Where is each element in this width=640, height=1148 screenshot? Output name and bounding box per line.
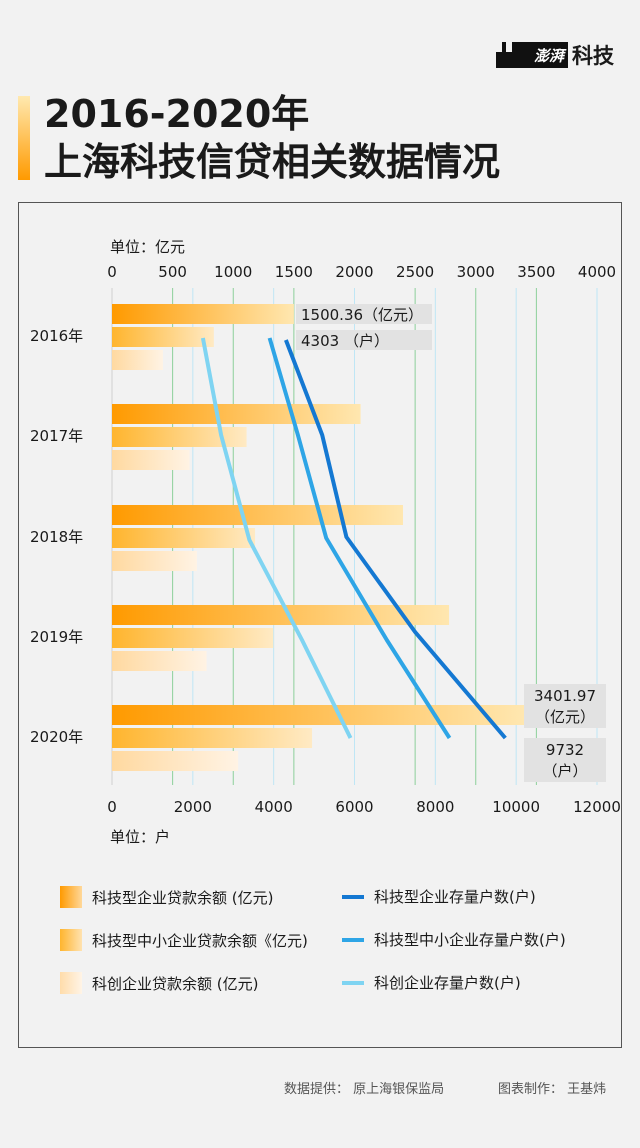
category-label: 2020年: [30, 728, 83, 746]
legend-label-bar2: 科技型中小企业贷款余额《亿元): [92, 931, 308, 950]
bottom-axis-tick-label: 8000: [416, 798, 454, 816]
chart-panel: [18, 202, 622, 1048]
bottom-axis-tick-label: 6000: [335, 798, 373, 816]
annotation-last-count: 9732: [546, 741, 584, 759]
line-series-3: [200, 337, 353, 739]
legend-item-line3: 科创企业存量户数(户): [342, 972, 521, 993]
top-axis-tick-label: 2500: [396, 263, 434, 281]
bar-2-2020年: [112, 728, 313, 748]
bar-3-2017年: [112, 450, 190, 470]
top-axis-tick-label: 2000: [335, 263, 373, 281]
bar-1-2016年: [112, 304, 294, 324]
annotation-box-last-count: [524, 738, 606, 782]
legend-label-line1: 科技型企业存量户数(户): [374, 888, 536, 906]
legend: 科技型企业贷款余额 (亿元) 科技型中小企业贷款余额《亿元) 科创企业贷款余额 …: [60, 876, 620, 1006]
annotation-box-first-value: [296, 304, 432, 324]
category-label: 2017年: [30, 427, 83, 445]
bottom-axis-tick-label: 2000: [174, 798, 212, 816]
bar-3-2018年: [112, 551, 197, 571]
title-line-2: 上海科技信贷相关数据情况: [44, 140, 501, 184]
brand-logo-text: 澎湃: [533, 46, 564, 65]
brand-logo: 澎湃 科技: [496, 40, 614, 70]
bar-3-2016年: [112, 350, 163, 370]
category-label: 2018年: [30, 528, 83, 546]
title-accent-bar: [18, 96, 30, 180]
brand-sub-text: 科技: [572, 44, 614, 68]
bottom-axis-tick-label: 12000: [573, 798, 621, 816]
top-axis-tick-label: 3000: [457, 263, 495, 281]
bar-2-2017年: [112, 427, 247, 447]
legend-swatch-line3: [342, 980, 364, 985]
page-title: 2016-2020年 上海科技信贷相关数据情况: [44, 90, 500, 186]
line-series-2: [267, 337, 452, 740]
bar-3-2019年: [112, 651, 207, 671]
top-axis-tick-label: 1000: [214, 263, 252, 281]
footer-author: 图表制作： 王基炜: [498, 1082, 607, 1097]
footer-source: 数据提供： 原上海银保监局: [284, 1082, 445, 1097]
bar-2-2016年: [112, 327, 214, 347]
legend-swatch-line2: [342, 937, 364, 942]
title-line-1: 2016-2020年: [44, 92, 310, 136]
line-series-1: [284, 339, 507, 740]
annotation-box-first-count: [296, 330, 432, 350]
legend-label-bar3: 科创企业贷款余额 (亿元): [92, 974, 259, 993]
legend-item-bar2: 科技型中小企业贷款余额《亿元): [60, 929, 308, 951]
legend-label-line2: 科技型中小企业存量户数(户): [374, 931, 566, 949]
bar-2-2019年: [112, 628, 274, 648]
annotation-last-value-unit: （亿元）: [535, 708, 595, 726]
legend-swatch-bar2: [60, 929, 82, 951]
bar-3-2020年: [112, 751, 239, 771]
bottom-axis-unit-label: 单位：户: [110, 828, 170, 846]
bar-2-2018年: [112, 528, 256, 548]
top-axis-tick-label: 1500: [275, 263, 313, 281]
legend-item-line1: 科技型企业存量户数(户): [342, 886, 536, 907]
top-axis-tick-label: 3500: [517, 263, 555, 281]
annotation-box-last-value: [524, 684, 606, 728]
top-axis-unit-label: 单位：亿元: [110, 238, 185, 256]
bottom-axis-tick-label: 0: [107, 798, 117, 816]
legend-swatch-bar3: [60, 972, 82, 994]
legend-label-line3: 科创企业存量户数(户): [374, 974, 521, 992]
top-axis-tick-label: 0: [107, 263, 117, 281]
paper-logo-mark: 澎湃: [496, 42, 568, 68]
annotation-first-count: 4303 （户）: [301, 332, 389, 350]
bar-1-2019年: [112, 605, 450, 625]
legend-swatch-line1: [342, 894, 364, 899]
bar-1-2017年: [112, 404, 361, 424]
bottom-axis-tick-label: 10000: [492, 798, 540, 816]
legend-item-bar1: 科技型企业贷款余额 (亿元): [60, 886, 273, 908]
legend-swatch-bar1: [60, 886, 82, 908]
bar-1-2020年: [112, 705, 525, 725]
legend-item-bar3: 科创企业贷款余额 (亿元): [60, 972, 258, 994]
annotation-last-value: 3401.97: [534, 687, 596, 705]
annotation-last-count-unit: （户）: [542, 762, 587, 780]
category-label: 2019年: [30, 628, 83, 646]
annotation-first-value: 1500.36（亿元）: [301, 306, 423, 324]
bottom-axis-tick-label: 4000: [255, 798, 293, 816]
top-axis-tick-label: 4000: [578, 263, 616, 281]
legend-label-bar1: 科技型企业贷款余额 (亿元): [92, 888, 274, 907]
category-label: 2016年: [30, 327, 83, 345]
bar-1-2018年: [112, 505, 403, 525]
top-axis-tick-label: 500: [158, 263, 187, 281]
legend-item-line2: 科技型中小企业存量户数(户): [342, 929, 566, 950]
